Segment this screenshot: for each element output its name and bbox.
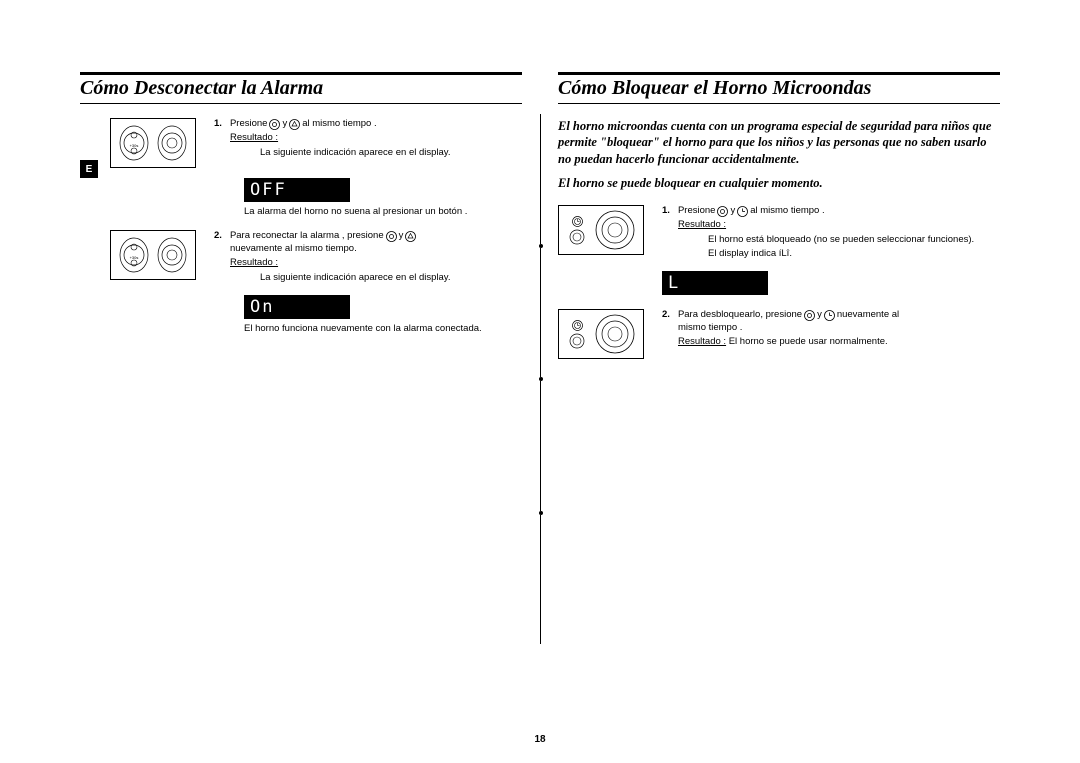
result-label: Resultado :	[230, 132, 278, 145]
display-indicator: OFF	[244, 178, 350, 202]
step-fragment: Presione	[678, 205, 716, 218]
clock-icon	[824, 310, 835, 321]
left-column: Cómo Desconectar la Alarma E +30s	[80, 72, 540, 369]
result-label: Resultado :	[678, 336, 726, 349]
step-fragment: nuevamente al	[837, 309, 899, 322]
heading-rule: Cómo Desconectar la Alarma	[80, 72, 522, 104]
result-body: La siguiente indicación aparece en el di…	[260, 272, 522, 285]
step-number: 2.	[214, 230, 222, 243]
stop-icon	[717, 206, 728, 217]
page-number: 18	[534, 734, 545, 745]
button-diagram-icon	[558, 309, 644, 359]
step-fragment: Presione	[230, 118, 268, 131]
stop-icon	[386, 231, 397, 242]
step-fragment: Para desbloquearlo, presione	[678, 309, 802, 322]
svg-text:+30s: +30s	[130, 143, 139, 148]
result-body: El horno se puede usar normalmente.	[729, 336, 888, 347]
step-text: 1. Presione y al mismo tiempo .	[214, 118, 522, 168]
result-label: Resultado :	[678, 219, 726, 232]
step-fragment: al mismo tiempo .	[302, 118, 376, 131]
start-icon	[405, 231, 416, 242]
manual-page: Cómo Desconectar la Alarma E +30s	[80, 0, 1000, 369]
step-text: 2. Para reconectar la alarma , presione …	[214, 230, 522, 284]
column-divider	[540, 114, 541, 644]
step-row: +30s 2. Para reconectar la alarma , pr	[110, 230, 522, 284]
right-heading: Cómo Bloquear el Horno Microondas	[558, 77, 1000, 100]
step-number: 2.	[662, 309, 670, 322]
step-fragment: y	[817, 309, 822, 322]
result-body: El display indica íLî.	[708, 248, 1000, 261]
step-fragment: Para reconectar la alarma , presione	[230, 230, 384, 243]
left-heading: Cómo Desconectar la Alarma	[80, 77, 522, 100]
step-row: +30s 1. Presione	[110, 118, 522, 168]
left-content: E +30s	[80, 118, 522, 335]
sub-note: La alarma del horno no suena al presiona…	[244, 206, 522, 218]
step-text: 1. Presione y al mismo tiempo . Resultad…	[662, 205, 1000, 261]
step-fragment: y	[399, 230, 404, 243]
step-number: 1.	[214, 118, 222, 131]
step-fragment: mismo tiempo .	[678, 322, 1000, 335]
step-fragment: y	[730, 205, 735, 218]
result-body: La siguiente indicación aparece en el di…	[260, 147, 522, 160]
step-text: 2. Para desbloquearlo, presione y nuevam…	[662, 309, 1000, 359]
display-indicator: L	[662, 271, 768, 295]
intro-paragraph: El horno se puede bloquear en cualquier …	[558, 175, 1000, 191]
heading-rule: Cómo Bloquear el Horno Microondas	[558, 72, 1000, 104]
stop-icon	[804, 310, 815, 321]
button-diagram-icon	[558, 205, 644, 255]
display-indicator: On	[244, 295, 350, 319]
result-body: El horno está bloqueado (no se pueden se…	[708, 234, 1000, 247]
step-fragment: y	[282, 118, 287, 131]
svg-text:+30s: +30s	[130, 255, 139, 260]
intro-paragraph: El horno microondas cuenta con un progra…	[558, 118, 1000, 167]
language-tag: E	[80, 160, 98, 178]
button-diagram-icon: +30s	[110, 118, 196, 168]
stop-icon	[269, 119, 280, 130]
start-icon	[289, 119, 300, 130]
step-row: 2. Para desbloquearlo, presione y nuevam…	[558, 309, 1000, 359]
step-fragment: nuevamente al mismo tiempo.	[230, 243, 522, 256]
step-number: 1.	[662, 205, 670, 218]
step-row: 1. Presione y al mismo tiempo . Resultad…	[558, 205, 1000, 261]
result-label: Resultado :	[230, 257, 278, 270]
sub-note: El horno funciona nuevamente con la alar…	[244, 323, 522, 335]
right-column: Cómo Bloquear el Horno Microondas El hor…	[540, 72, 1000, 369]
button-diagram-icon: +30s	[110, 230, 196, 280]
step-fragment: al mismo tiempo .	[750, 205, 824, 218]
clock-icon	[737, 206, 748, 217]
